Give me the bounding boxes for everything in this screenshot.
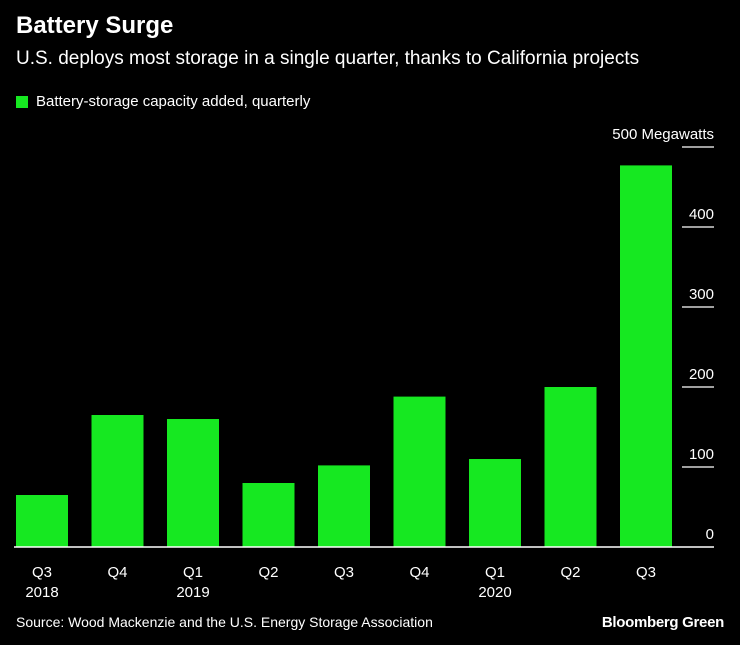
x-tick-label-0: Q3 (32, 564, 52, 581)
bar-4 (318, 465, 370, 547)
x-tick-label-4: Q3 (334, 564, 354, 581)
bar-7 (544, 387, 597, 547)
chart-subtitle: U.S. deploys most storage in a single qu… (16, 48, 640, 69)
legend-swatch (16, 95, 28, 108)
x-tick-label-5: Q4 (409, 564, 429, 581)
x-year-label-6: 2020 (478, 584, 511, 601)
x-tick-label-2: Q1 (183, 564, 203, 581)
x-tick-label-3: Q2 (258, 564, 278, 581)
bar-2 (167, 419, 219, 547)
y-tick-label-200: 200 (689, 366, 714, 383)
x-tick-label-8: Q3 (636, 564, 656, 581)
bar-5 (393, 396, 446, 547)
legend: Battery-storage capacity added, quarterl… (16, 93, 310, 110)
y-tick-label-300: 300 (689, 286, 714, 303)
source-note: Source: Wood Mackenzie and the U.S. Ener… (16, 614, 433, 630)
y-tick-label-0: 0 (706, 526, 714, 543)
y-tick-label-500: 500 Megawatts (612, 126, 714, 143)
x-tick-label-7: Q2 (560, 564, 580, 581)
x-tick-label-6: Q1 (485, 564, 505, 581)
y-tick-label-100: 100 (689, 446, 714, 463)
x-year-label-0: 2018 (25, 584, 58, 601)
bar-3 (242, 483, 295, 547)
bar-6 (469, 459, 521, 547)
chart-title: Battery Surge (16, 12, 174, 39)
legend-label: Battery-storage capacity added, quarterl… (36, 93, 311, 110)
brand-logo: Bloomberg Green (601, 614, 724, 631)
y-tick-label-400: 400 (689, 206, 714, 223)
x-tick-label-1: Q4 (107, 564, 127, 581)
x-year-label-2: 2019 (176, 584, 209, 601)
bar-0 (16, 495, 68, 547)
bar-8 (620, 165, 672, 547)
bar-1 (91, 415, 144, 547)
